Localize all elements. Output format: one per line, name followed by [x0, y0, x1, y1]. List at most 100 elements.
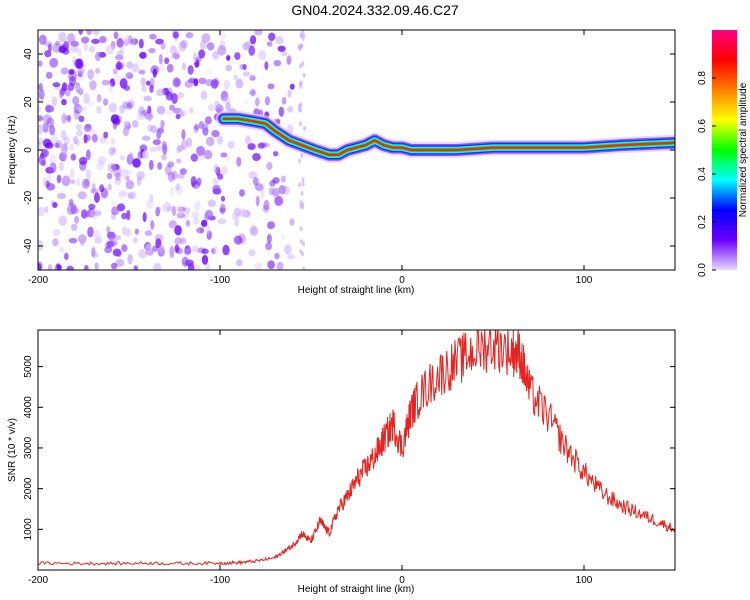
noise-blob: [160, 42, 166, 50]
noise-blob: [125, 227, 132, 237]
noise-blob: [112, 147, 117, 154]
noise-blob: [96, 94, 102, 103]
noise-blob: [149, 84, 154, 93]
noise-blob: [194, 123, 200, 131]
noise-blob: [81, 105, 88, 112]
noise-blob: [222, 244, 230, 256]
noise-blob: [160, 119, 165, 129]
noise-blob: [106, 240, 115, 248]
noise-blob: [266, 233, 272, 244]
noise-blob: [179, 168, 187, 175]
noise-blob: [179, 237, 187, 244]
noise-blob: [42, 176, 47, 188]
noise-blob: [45, 104, 51, 113]
noise-blob: [38, 240, 44, 251]
noise-blob: [38, 154, 46, 166]
noise-blob: [126, 210, 131, 221]
x-tick-label: 0: [399, 275, 405, 286]
noise-blob: [156, 88, 165, 97]
noise-blob: [91, 182, 96, 193]
noise-blob: [118, 190, 128, 197]
noise-blob: [61, 98, 67, 106]
noise-blob: [77, 68, 85, 75]
noise-blob: [145, 243, 152, 253]
noise-blob: [176, 205, 183, 217]
noise-blob: [289, 218, 295, 226]
noise-blob: [204, 209, 214, 220]
noise-blob: [181, 62, 186, 71]
noise-blob: [112, 68, 118, 75]
noise-blob: [205, 136, 215, 147]
noise-blob: [211, 130, 220, 138]
noise-blob: [211, 247, 216, 255]
noise-blob: [155, 238, 162, 249]
noise-blob: [248, 90, 257, 96]
noise-blob: [38, 206, 46, 217]
noise-blob: [126, 102, 133, 110]
noise-blob: [190, 176, 197, 187]
noise-blob: [239, 189, 245, 197]
noise-blob: [206, 42, 215, 51]
noise-blob: [91, 38, 100, 44]
noise-blob: [56, 264, 62, 270]
noise-blob: [176, 145, 181, 154]
noise-blob: [75, 139, 81, 146]
noise-blob: [58, 215, 67, 227]
noise-blob: [55, 40, 61, 46]
noise-blob: [131, 190, 137, 200]
noise-blob: [260, 188, 265, 199]
colorbar-tick-label: 0.4: [697, 167, 708, 181]
noise-blob: [215, 166, 221, 176]
noise-blob: [60, 129, 67, 141]
noise-blob: [76, 177, 81, 186]
noise-blob: [196, 227, 205, 234]
noise-blob: [272, 177, 280, 184]
noise-blob: [298, 103, 302, 109]
noise-blob: [83, 93, 90, 105]
snr-panel: -200 -100 0 100 1000 2000 3000 4000 5000 Height…: [7, 329, 676, 595]
snr-y-axis: 1000 2000 3000 4000 5000: [23, 355, 675, 540]
noise-blob: [68, 237, 78, 244]
noise-blob: [242, 64, 247, 70]
noise-blob: [152, 139, 161, 146]
x-tick-label: -200: [28, 275, 48, 286]
noise-blob: [78, 156, 88, 165]
noise-blob: [255, 195, 260, 207]
noise-blob: [172, 31, 179, 39]
noise-blob: [105, 44, 115, 55]
noise-blob: [42, 114, 52, 125]
noise-blob: [244, 135, 251, 145]
noise-blob: [234, 52, 241, 61]
noise-blob: [91, 133, 98, 143]
noise-blob: [281, 96, 287, 105]
noise-blob: [110, 262, 118, 270]
colorbar-tick-label: 0.6: [697, 119, 708, 133]
noise-blob: [139, 51, 147, 59]
noise-blob: [227, 141, 235, 149]
noise-blob: [44, 206, 49, 213]
noise-blob: [242, 42, 251, 51]
noise-blob: [38, 141, 42, 151]
noise-blob: [123, 85, 131, 91]
noise-blob: [153, 262, 162, 270]
noise-blob: [171, 170, 178, 180]
noise-blob: [104, 241, 112, 249]
noise-blob: [217, 45, 227, 56]
noise-blob: [181, 129, 186, 140]
noise-blob: [128, 34, 133, 45]
figure-title: GN04.2024.332.09.46.C27: [291, 2, 459, 18]
noise-blob: [233, 74, 238, 81]
noise-blob: [113, 31, 119, 40]
noise-blob: [148, 47, 156, 54]
noise-blob: [190, 153, 199, 162]
y-tick-label: -40: [23, 238, 34, 253]
noise-blob: [132, 120, 139, 128]
noise-blob: [157, 127, 164, 134]
noise-blob: [172, 77, 181, 88]
noise-blob: [61, 113, 67, 124]
noise-blob: [67, 114, 72, 123]
noise-blob: [161, 140, 167, 152]
snr-y-label: SNR (10 * v/v): [7, 418, 18, 482]
noise-blob: [142, 212, 147, 223]
noise-blob: [91, 246, 96, 258]
